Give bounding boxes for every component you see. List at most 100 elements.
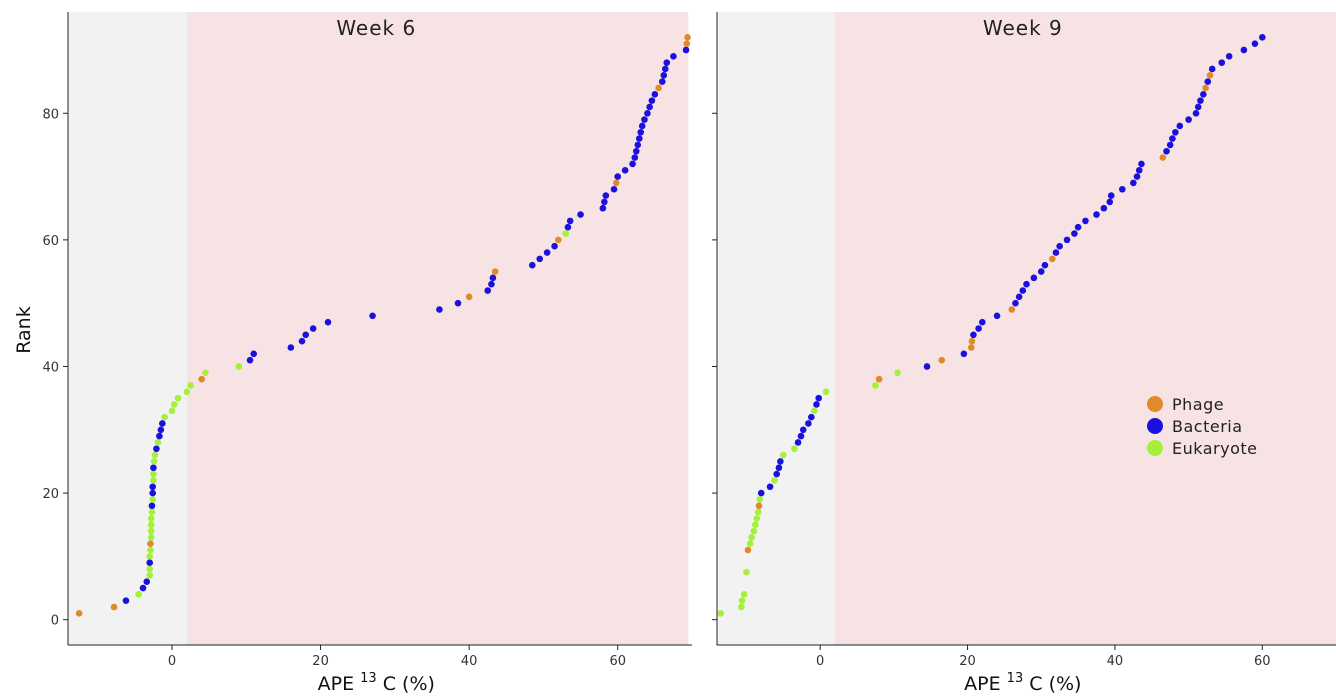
data-point (1118, 185, 1126, 193)
x-axis-label: APE 13 C (%) (318, 671, 435, 695)
data-point (168, 407, 176, 415)
data-point (738, 597, 746, 604)
y-tick-label: 20 (42, 487, 59, 502)
data-point (147, 521, 155, 529)
data-point (614, 173, 622, 180)
data-point (156, 432, 163, 440)
data-point (1012, 299, 1019, 307)
data-point (682, 46, 690, 54)
data-point (143, 578, 151, 585)
data-point (157, 426, 165, 434)
data-point (187, 382, 194, 389)
data-point (646, 103, 653, 111)
data-point (635, 135, 643, 142)
data-point (1206, 72, 1214, 79)
data-point (147, 527, 155, 535)
data-point (564, 223, 572, 231)
data-point (1163, 147, 1170, 155)
data-point (1030, 274, 1038, 282)
x-tick-label: 0 (816, 654, 824, 669)
data-point (154, 439, 162, 446)
legend-marker (1147, 440, 1163, 456)
legend-label: Eukaryote (1172, 439, 1258, 458)
data-point (621, 166, 629, 174)
panel-week-6: 0 20 40 60 80 0 20 40 60 Week 6 APE 13 C (%) (42, 12, 692, 695)
data-point (1159, 154, 1167, 161)
data-point (610, 185, 618, 193)
grey-region (717, 12, 835, 645)
data-point (1107, 192, 1115, 199)
data-point (139, 584, 147, 592)
data-point (631, 154, 639, 161)
data-point (875, 375, 883, 383)
data-point (287, 344, 295, 351)
legend-label: Phage (1172, 395, 1224, 414)
data-point (975, 325, 982, 332)
y-axis-label: Rank (13, 306, 35, 353)
data-point (149, 489, 156, 497)
data-point (805, 420, 812, 427)
data-point (146, 565, 154, 573)
data-point (1135, 166, 1143, 174)
data-point (978, 318, 986, 326)
data-point (773, 470, 780, 478)
data-point (489, 274, 497, 282)
data-point (146, 553, 154, 560)
data-point (147, 540, 154, 548)
data-point (110, 603, 118, 611)
data-point (923, 363, 931, 370)
data-point (740, 591, 748, 598)
data-point (1023, 280, 1030, 288)
data-point (754, 508, 762, 516)
data-point (752, 521, 759, 529)
data-point (465, 293, 473, 301)
data-point (1133, 173, 1141, 180)
pink-region (186, 12, 689, 645)
data-point (1185, 116, 1192, 123)
data-point (638, 122, 646, 130)
data-point (743, 568, 750, 576)
data-point (655, 84, 662, 92)
data-point (1056, 242, 1063, 250)
data-point (1008, 306, 1016, 313)
data-point (146, 559, 154, 567)
data-point (454, 299, 462, 307)
data-point (1082, 217, 1089, 225)
data-point (159, 420, 166, 427)
data-point (612, 179, 620, 187)
panel-week-9: 0 20 40 60 Week 9 APE 13 C (%) (712, 12, 1336, 695)
plots-layer: 0 20 40 60 80 0 20 40 60 Week 6 APE 13 C (%) 0 20 40 6… (42, 12, 1336, 695)
pink-region (834, 12, 1336, 645)
x-axis-label: APE 13 C (%) (964, 671, 1081, 695)
data-point (660, 72, 668, 79)
data-point (1093, 211, 1100, 218)
data-point (1037, 268, 1045, 275)
data-point (250, 350, 258, 358)
x-tick-label: 40 (461, 654, 478, 669)
data-point (775, 464, 783, 472)
data-point (601, 198, 608, 206)
data-point (246, 356, 254, 364)
data-point (744, 546, 752, 554)
panel-title: Week 6 (336, 16, 416, 40)
data-point (484, 287, 492, 294)
y-tick-label: 80 (42, 107, 59, 122)
data-point (599, 204, 607, 212)
data-point (1063, 236, 1071, 244)
data-point (536, 255, 544, 263)
data-point (970, 331, 977, 339)
data-point (1192, 109, 1200, 117)
data-point (1130, 179, 1137, 187)
data-point (147, 534, 155, 541)
data-point (771, 477, 778, 484)
data-point (753, 515, 761, 522)
data-point (1202, 84, 1209, 92)
data-point (566, 217, 574, 225)
data-point (748, 534, 755, 541)
data-point (528, 261, 536, 269)
data-point (436, 306, 443, 313)
data-point (147, 515, 155, 522)
data-point (174, 394, 182, 402)
grey-region (68, 12, 187, 645)
